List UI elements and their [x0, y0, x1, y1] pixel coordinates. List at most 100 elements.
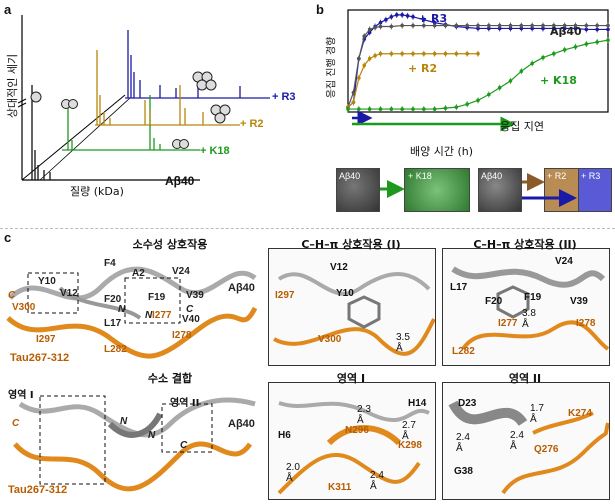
- data-point: [552, 51, 556, 56]
- data-point: [465, 23, 469, 28]
- data-point: [476, 98, 480, 103]
- data-point: [562, 48, 567, 52]
- data-point: [400, 107, 404, 111]
- data-point: [573, 23, 578, 28]
- data-point: [346, 107, 350, 111]
- data-point: [487, 23, 491, 28]
- data-point: [584, 27, 589, 32]
- panel-c-label: c: [4, 230, 12, 245]
- data-point: [454, 51, 459, 56]
- data-point: [595, 40, 599, 44]
- data-point: [432, 51, 437, 56]
- data-point: [443, 106, 448, 110]
- legend-label-0: + R3: [418, 12, 447, 25]
- data-point: [389, 107, 394, 111]
- data-point: [367, 56, 372, 61]
- data-point: [357, 107, 361, 111]
- data-point: [411, 51, 415, 56]
- tem-ab40-left: Aβ40: [336, 168, 380, 212]
- data-point: [541, 55, 545, 60]
- panel-b-chart: + R3 Aβ40 + R2 + K18: [346, 9, 610, 132]
- data-point: [351, 90, 356, 95]
- data-point: [454, 23, 459, 28]
- data-point: [400, 23, 404, 28]
- data-point: [584, 42, 589, 46]
- title-hbond: 수소 결합: [147, 372, 193, 385]
- series-line-1: [347, 24, 608, 108]
- data-point: [378, 51, 383, 56]
- tem-r3: + R3: [578, 168, 612, 212]
- panel-a-label-r3: + R3: [272, 91, 296, 103]
- panel-a-xlabel: 질량 (kDa): [70, 185, 124, 198]
- panel-b-arrow-label: 응집 지연: [500, 120, 544, 133]
- panel-a-label-r2: + R2: [240, 118, 264, 130]
- chart-b-frame: [347, 9, 609, 113]
- title-region-1: 영역 I: [336, 372, 366, 385]
- data-point: [378, 24, 383, 29]
- data-point: [422, 23, 426, 28]
- ov-bottom-labels: 영역 I 영역 II N N C C Aβ40 Tau267-312: [8, 390, 255, 496]
- data-point: [378, 107, 383, 111]
- legend-label-3: + K18: [540, 74, 577, 87]
- data-point: [357, 76, 361, 80]
- data-point: [465, 51, 469, 56]
- data-point: [562, 23, 567, 28]
- data-point: [362, 34, 367, 39]
- data-point: [606, 27, 610, 32]
- data-point: [351, 100, 356, 105]
- data-point: [389, 24, 394, 29]
- data-point: [400, 51, 404, 56]
- section-divider: [0, 228, 615, 229]
- data-point: [454, 105, 459, 109]
- panel-a-figure: [17, 15, 270, 181]
- data-point: [411, 23, 415, 28]
- data-point: [443, 51, 448, 56]
- data-point: [595, 23, 599, 28]
- data-point: [584, 23, 589, 28]
- data-point: [389, 14, 394, 19]
- zoom-region-2: [442, 382, 610, 500]
- data-point: [432, 23, 437, 28]
- data-point: [519, 23, 524, 28]
- data-point: [573, 45, 578, 49]
- ov-top-labels: F4 A2 V24 Y10 V12 F20 F19 V39 V40 L17 I2…: [8, 258, 255, 364]
- data-point: [378, 20, 383, 25]
- data-point: [606, 23, 610, 28]
- panel-b-xlabel: 배양 시간 (h): [410, 145, 474, 158]
- overview-hbond-structure: [13, 395, 256, 492]
- data-point: [530, 23, 534, 28]
- data-point: [367, 107, 372, 111]
- panel-a-label: a: [4, 2, 12, 17]
- data-point: [422, 107, 426, 111]
- data-point: [405, 14, 410, 18]
- data-point: [411, 107, 415, 111]
- overview-hydrophobic-structure: [6, 266, 258, 359]
- panel-a-label-k18: + K18: [200, 145, 230, 157]
- data-point: [552, 23, 556, 28]
- data-point: [422, 51, 426, 56]
- data-point: [443, 23, 448, 28]
- legend-label-1: Aβ40: [550, 25, 582, 38]
- title-chpi-2: C–H–π 상호작용 (II): [473, 238, 577, 251]
- series-line-2: [347, 53, 478, 108]
- data-point: [497, 85, 502, 90]
- data-point: [367, 27, 372, 32]
- panel-b-label: b: [316, 2, 324, 17]
- data-point: [508, 23, 513, 28]
- panel-a-label-ab: Aβ40: [165, 174, 195, 188]
- data-point: [411, 14, 415, 19]
- legend-label-2: + R2: [408, 62, 437, 75]
- data-point: [497, 23, 502, 28]
- data-point: [362, 63, 367, 68]
- data-point: [606, 38, 610, 42]
- tem-ab40-right: Aβ40: [478, 168, 522, 212]
- data-point: [476, 51, 480, 56]
- data-point: [394, 13, 399, 17]
- zoom-chpi-1: [268, 248, 436, 366]
- data-point: [595, 27, 599, 32]
- panel-b-ylabel: 응집 진행 경향: [326, 36, 338, 99]
- data-point: [373, 25, 377, 30]
- data-point: [519, 69, 524, 73]
- data-point: [530, 61, 534, 66]
- data-point: [373, 53, 377, 58]
